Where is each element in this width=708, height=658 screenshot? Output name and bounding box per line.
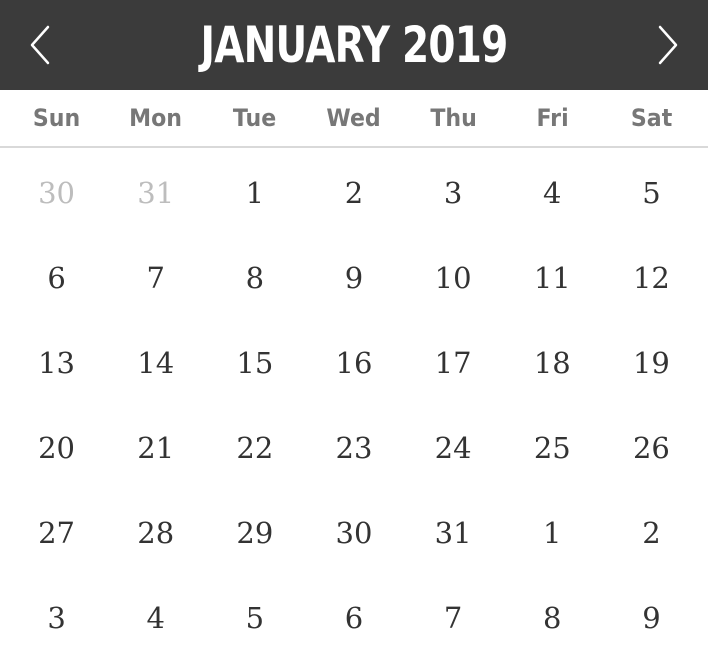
day-cell[interactable]: 16 xyxy=(335,345,373,380)
day-cell[interactable]: 15 xyxy=(236,345,274,380)
day-cell[interactable]: 14 xyxy=(137,345,175,380)
day-cell[interactable]: 1 xyxy=(543,515,562,550)
day-cell[interactable]: 21 xyxy=(137,430,175,465)
day-cell[interactable]: 1 xyxy=(245,175,265,210)
weekday-fri: Fri xyxy=(536,104,569,132)
weekday-sun: Sun xyxy=(32,104,81,132)
day-cell[interactable]: 17 xyxy=(434,345,472,380)
day-cell[interactable]: 26 xyxy=(632,430,670,465)
day-cell[interactable]: 19 xyxy=(632,345,670,380)
day-cell[interactable]: 31 xyxy=(434,515,472,550)
weekday-sat: Sat xyxy=(630,104,673,132)
day-cell[interactable]: 8 xyxy=(245,260,265,295)
day-cell[interactable]: 11 xyxy=(533,260,571,295)
day-cell[interactable]: 24 xyxy=(434,430,472,465)
day-cell[interactable]: 3 xyxy=(443,175,463,210)
day-cell-other-month[interactable]: 30 xyxy=(38,175,76,210)
day-cell[interactable]: 7 xyxy=(443,600,463,635)
day-cell[interactable]: 4 xyxy=(146,600,165,635)
weekday-header-row: Sun Mon Tue Wed Thu Fri Sat xyxy=(0,90,708,148)
month-title: JANUARY 2019 xyxy=(200,16,509,74)
day-cell[interactable]: 10 xyxy=(434,260,472,295)
day-cell[interactable]: 13 xyxy=(38,345,76,380)
chevron-right-icon xyxy=(658,25,678,65)
day-cell[interactable]: 18 xyxy=(533,345,571,380)
day-cell[interactable]: 8 xyxy=(543,600,562,635)
day-cell[interactable]: 2 xyxy=(344,175,364,210)
day-cell[interactable]: 25 xyxy=(533,430,571,465)
day-cell[interactable]: 7 xyxy=(146,260,165,295)
weekday-tue: Tue xyxy=(233,104,277,132)
day-cell[interactable]: 23 xyxy=(335,430,373,465)
calendar-header: JANUARY 2019 xyxy=(0,0,708,90)
prev-month-button[interactable] xyxy=(0,0,80,90)
day-cell[interactable]: 29 xyxy=(236,515,274,550)
day-cell-other-month[interactable]: 31 xyxy=(137,175,175,210)
day-cell[interactable]: 28 xyxy=(137,515,175,550)
day-cell[interactable]: 9 xyxy=(642,600,661,635)
chevron-left-icon xyxy=(30,25,50,65)
weekday-thu: Thu xyxy=(429,104,477,132)
day-cell[interactable]: 6 xyxy=(344,600,364,635)
day-cell[interactable]: 12 xyxy=(632,260,670,295)
day-cell[interactable]: 2 xyxy=(642,515,661,550)
weekday-mon: Mon xyxy=(129,104,183,132)
day-cell[interactable]: 30 xyxy=(335,515,373,550)
day-cell[interactable]: 6 xyxy=(47,260,66,295)
weekday-wed: Wed xyxy=(326,104,382,132)
day-cell[interactable]: 9 xyxy=(344,260,364,295)
day-cell[interactable]: 22 xyxy=(236,430,274,465)
next-month-button[interactable] xyxy=(628,0,708,90)
day-cell[interactable]: 5 xyxy=(642,175,661,210)
day-cell[interactable]: 27 xyxy=(38,515,76,550)
days-grid: 30 31 1 2 3 4 5 6 7 8 9 10 11 12 13 14 15 16 17 18 19 20 21 22 2… xyxy=(0,148,708,658)
day-cell[interactable]: 4 xyxy=(543,175,562,210)
day-cell[interactable]: 5 xyxy=(245,600,265,635)
day-cell[interactable]: 20 xyxy=(38,430,76,465)
day-cell[interactable]: 3 xyxy=(47,600,66,635)
